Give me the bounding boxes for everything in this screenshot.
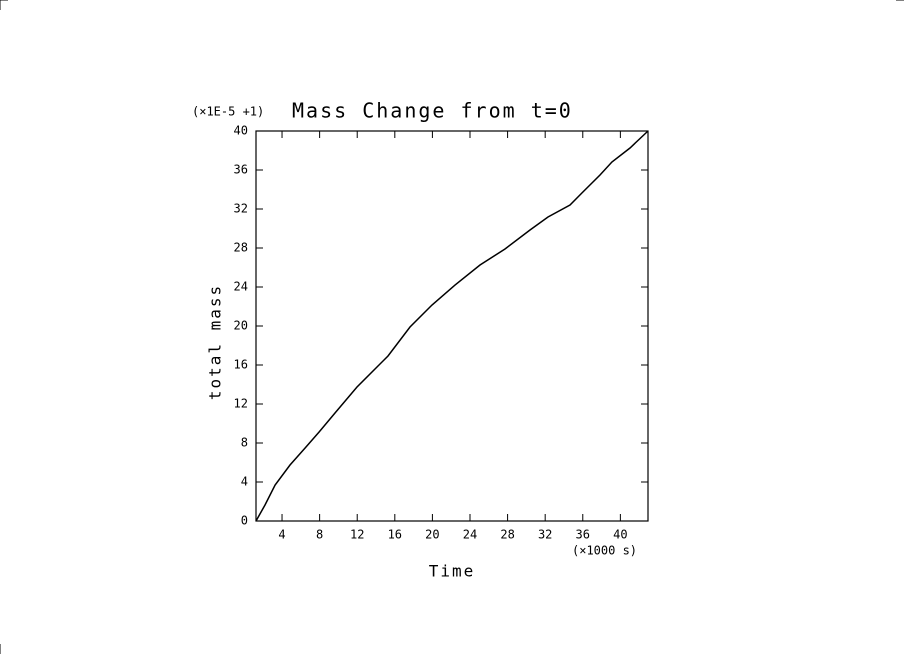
y-tick-label: 12 (234, 397, 248, 411)
x-tick-label: 40 (613, 528, 627, 542)
data-line (255, 130, 649, 522)
y-scale-note: (×1E-5 +1) (192, 105, 264, 119)
x-tick-label: 4 (278, 528, 285, 542)
y-tick-label: 16 (234, 358, 248, 372)
y-tick-label: 32 (234, 202, 248, 216)
x-tick-label: 16 (388, 528, 402, 542)
x-unit-note: (×1000 s) (572, 544, 637, 558)
x-tick-label: 32 (538, 528, 552, 542)
x-tick-label: 12 (350, 528, 364, 542)
y-tick-label: 24 (234, 280, 248, 294)
y-tick-label: 36 (234, 163, 248, 177)
x-tick-label: 28 (500, 528, 514, 542)
y-tick-label: 4 (241, 475, 248, 489)
y-tick-label: 28 (234, 241, 248, 255)
x-axis-label: Time (429, 562, 476, 581)
chart-title: Mass Change from t=0 (292, 99, 573, 123)
y-tick-label: 40 (234, 124, 248, 138)
plot-frame (255, 130, 649, 522)
y-tick-label: 20 (234, 319, 248, 333)
x-tick-label: 36 (576, 528, 590, 542)
y-axis-label: total mass (206, 284, 225, 400)
x-tick-label: 8 (316, 528, 323, 542)
y-tick-label: 0 (241, 514, 248, 528)
x-tick-label: 20 (425, 528, 439, 542)
x-tick-label: 24 (463, 528, 477, 542)
y-tick-label: 8 (241, 436, 248, 450)
